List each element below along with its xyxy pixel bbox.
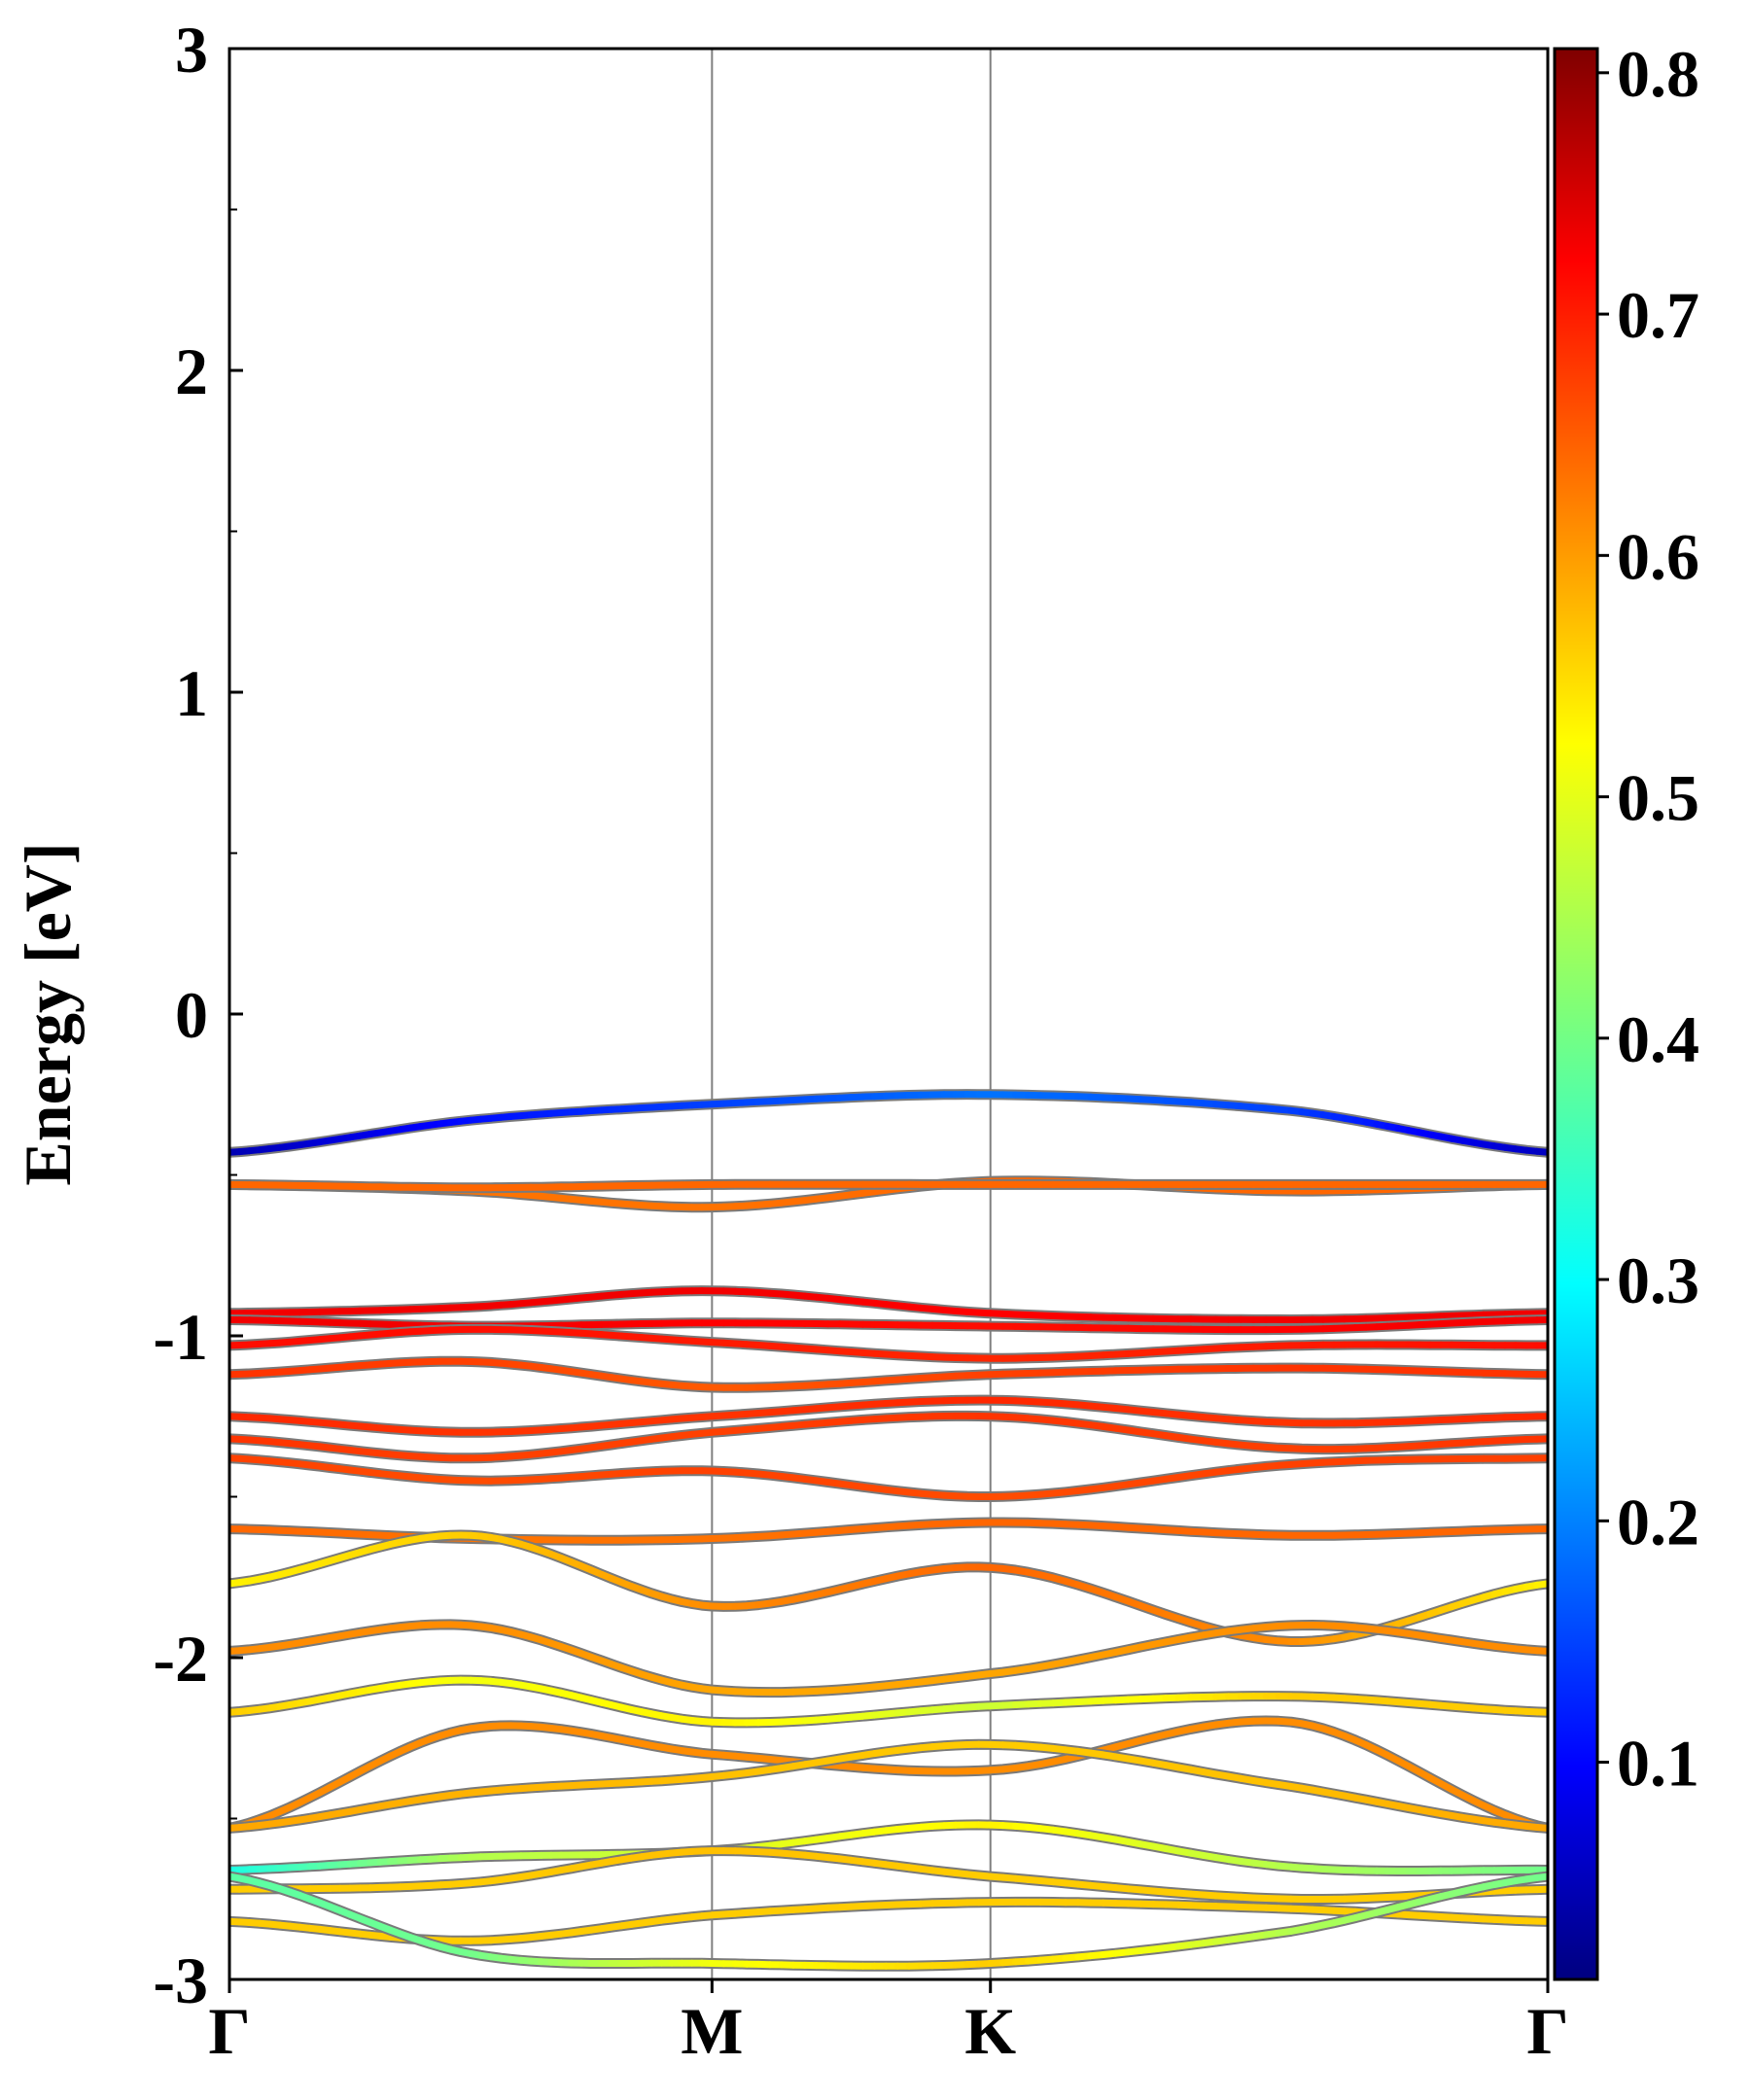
colorbar-tick-label: 0.8 <box>1617 37 1699 111</box>
y-axis-title: Energy [eV] <box>11 842 85 1185</box>
band-8 <box>229 1394 1548 1438</box>
y-tick-label: 3 <box>175 13 208 87</box>
band-11 <box>229 1517 1548 1546</box>
band-6 <box>229 1323 1548 1364</box>
band-14 <box>229 1674 1548 1729</box>
band-lines <box>229 1089 1548 1972</box>
band-16 <box>229 1738 1548 1834</box>
band-9 <box>229 1410 1548 1464</box>
colorbar-tick-label: 0.2 <box>1617 1485 1699 1558</box>
band-outline <box>229 1738 1548 1834</box>
band-segment <box>1533 1147 1548 1156</box>
band-3 <box>229 1178 1548 1194</box>
x-tick-label: Γ <box>1526 1994 1568 2068</box>
colorbar-tick-label: 0.6 <box>1617 519 1699 593</box>
y-tick-label: -3 <box>153 1943 208 2017</box>
band-18 <box>229 1845 1548 1905</box>
band-segment <box>1533 1824 1548 1832</box>
y-tick-label: 2 <box>175 334 208 408</box>
band-10 <box>229 1452 1548 1502</box>
colorbar-tick-label: 0.1 <box>1617 1727 1699 1801</box>
band-15 <box>229 1715 1548 1834</box>
y-tick-label: 0 <box>175 978 208 1052</box>
band-20 <box>229 1871 1548 1972</box>
colorbar-ticks: 0.8 0.7 0.6 0.5 0.4 0.3 0.2 0.1 <box>1597 37 1699 1801</box>
band-segment <box>1533 1647 1548 1655</box>
k-path-divider-lines <box>711 49 992 1979</box>
band-1 <box>229 1089 1548 1158</box>
band-7 <box>229 1355 1548 1393</box>
x-tick-label: Γ <box>208 1994 250 2068</box>
y-tick-label: -2 <box>153 1622 208 1696</box>
band-4 <box>229 1285 1548 1325</box>
y-axis-ticks: 3 2 1 0 -1 -2 -3 <box>153 13 243 2017</box>
band-13 <box>229 1619 1548 1698</box>
x-tick-label: M <box>681 1994 743 2068</box>
y-tick-label: -1 <box>153 1300 208 1374</box>
band-12 <box>229 1529 1548 1647</box>
band-segment <box>1533 1580 1548 1589</box>
colorbar <box>1553 47 1599 1981</box>
band-17 <box>229 1819 1548 1876</box>
colorbar-tick-label: 0.7 <box>1617 278 1699 352</box>
colorbar-tick-label: 0.5 <box>1617 761 1699 835</box>
y-tick-label: 1 <box>175 656 208 730</box>
colorbar-tick-label: 0.4 <box>1617 1002 1699 1076</box>
band-segment <box>1533 1872 1548 1881</box>
x-tick-label: K <box>964 1994 1016 2068</box>
colorbar-tick-label: 0.3 <box>1617 1243 1699 1317</box>
